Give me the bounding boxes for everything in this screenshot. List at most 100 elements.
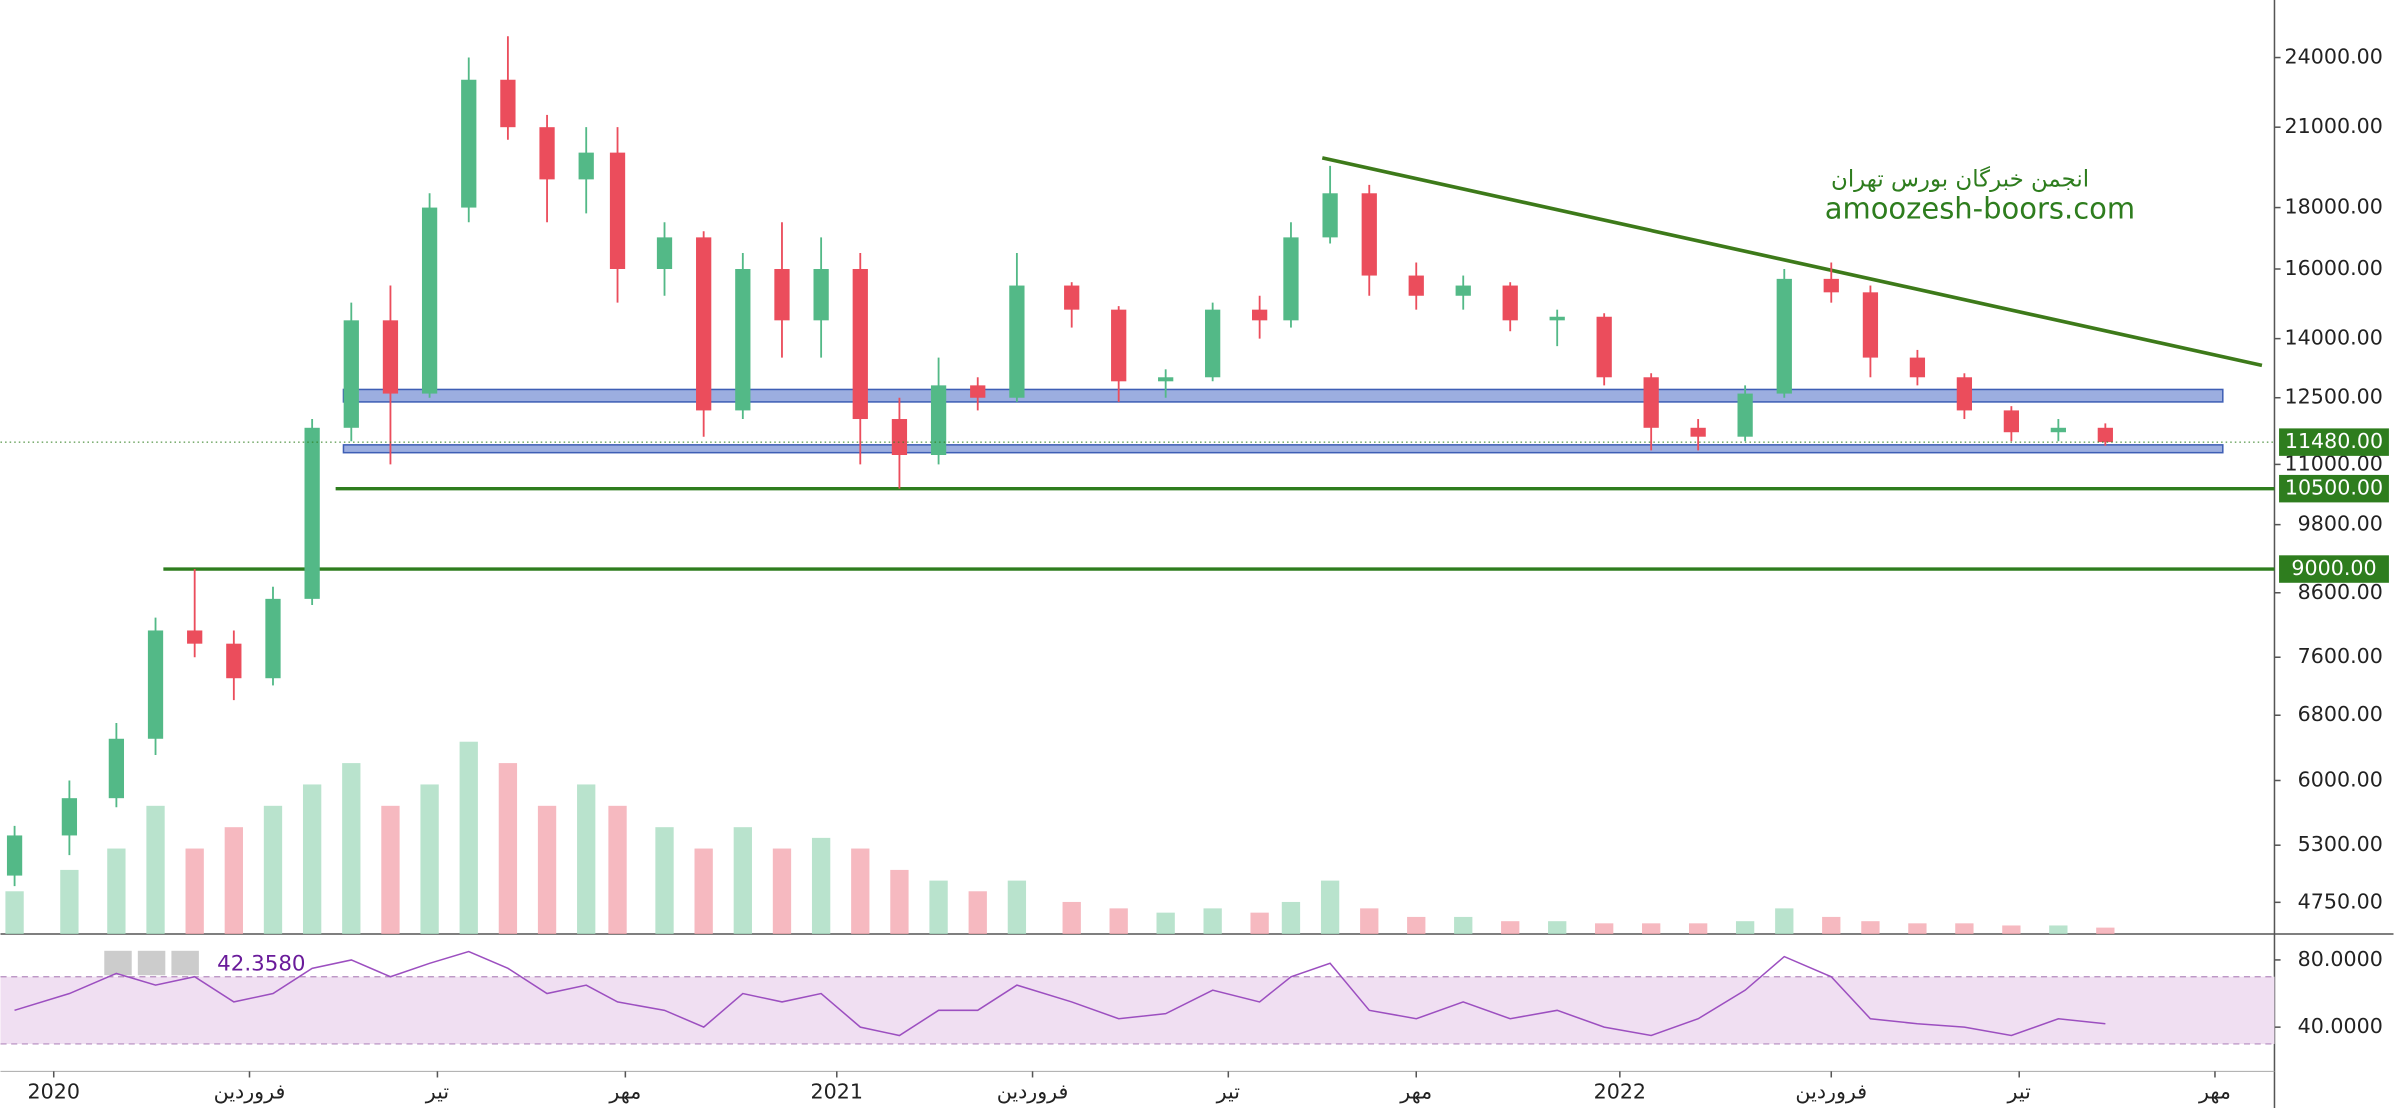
volume-bar	[1454, 916, 1473, 935]
volume-bar	[146, 805, 165, 935]
y-tick-label: 6000.00	[2298, 768, 2383, 792]
candle-body	[1009, 285, 1025, 398]
icon[interactable]	[171, 950, 199, 976]
y-tick-label: 4750.00	[2298, 889, 2383, 913]
x-tick-label: مهر	[2198, 1080, 2231, 1104]
level-label-box	[2279, 555, 2389, 583]
y-tick-label: 6800.00	[2298, 702, 2383, 726]
volume-bar	[851, 848, 870, 935]
volume-bar	[1735, 921, 1755, 935]
y-tick-label: 12500.00	[2285, 385, 2383, 409]
y-tick-label: 21000.00	[2285, 114, 2383, 138]
volume-bar	[2002, 925, 2021, 935]
candle-body	[1361, 193, 1377, 276]
volume-bar	[1007, 880, 1027, 935]
icon[interactable]	[104, 950, 132, 976]
volume-bar	[185, 848, 204, 935]
candle-body	[1690, 427, 1706, 437]
volume-bar	[1062, 901, 1081, 935]
volume-bar	[608, 805, 627, 935]
candle-body	[578, 152, 594, 180]
rsi-band	[0, 976, 2275, 1044]
volume-bar	[224, 827, 243, 935]
candle-body	[1252, 309, 1268, 321]
x-tick-label: تیر	[425, 1080, 450, 1104]
candle-body	[735, 268, 751, 411]
candle-body	[382, 320, 399, 394]
candle-body	[930, 385, 947, 456]
candle-body	[813, 268, 829, 321]
candle-body	[343, 320, 359, 428]
volume-bar	[1908, 923, 1927, 935]
candle-body	[500, 79, 516, 128]
x-tick-label: 2021	[811, 1080, 863, 1104]
current-price-label: 11480.00	[2285, 429, 2383, 453]
volume-bar	[2096, 927, 2115, 935]
volume-bar	[302, 784, 322, 935]
candle-body	[891, 419, 908, 456]
volume-bar	[263, 805, 283, 935]
volume-bar	[772, 848, 792, 935]
candle-body	[226, 643, 242, 679]
candle-body	[1111, 309, 1127, 382]
volume-bar	[381, 805, 400, 935]
volume-bar	[1548, 921, 1567, 935]
support-zone	[342, 388, 2224, 403]
support-zone	[342, 444, 2224, 454]
volume-bar	[498, 763, 518, 935]
candle-body	[1596, 316, 1612, 378]
volume-bar	[890, 869, 909, 935]
current-price-box	[2279, 428, 2389, 456]
volume-bar	[733, 827, 752, 935]
candle-body	[1283, 237, 1299, 321]
candle-body	[147, 630, 164, 739]
level-label-box	[2279, 474, 2389, 503]
y-tick-label: 80.0000	[2298, 947, 2383, 971]
level-label: 9000.00	[2291, 556, 2376, 580]
candle-body	[6, 835, 23, 876]
volume-bar	[811, 837, 831, 935]
candle-body	[108, 738, 125, 799]
volume-bar	[5, 891, 24, 935]
candle-body	[1205, 309, 1221, 378]
volume-bar	[1203, 908, 1222, 935]
candle-body	[461, 79, 477, 208]
y-tick-label: 9800.00	[2298, 512, 2383, 536]
candle-body	[2050, 427, 2066, 433]
candle-body	[696, 237, 712, 411]
volume-bar	[1642, 923, 1661, 935]
x-tick-label: 2022	[1594, 1080, 1646, 1104]
y-tick-label: 7600.00	[2298, 644, 2383, 668]
watermark-url: amoozesh-boors.com	[1825, 192, 2135, 226]
y-tick-label: 14000.00	[2285, 326, 2383, 350]
candle-body	[2097, 427, 2113, 443]
volume-bar	[1281, 901, 1301, 935]
candle-body	[1862, 292, 1879, 358]
candle-body	[1776, 278, 1792, 394]
candle-body	[421, 207, 438, 394]
candle-body	[1823, 278, 1839, 293]
x-tick-label: مهر	[1399, 1080, 1432, 1104]
level-label: 10500.00	[2285, 476, 2383, 500]
volume-bar	[1688, 923, 1708, 935]
volume-bar	[1775, 908, 1794, 935]
volume-bar	[1250, 912, 1269, 935]
volume-bar	[420, 784, 439, 935]
volume-bar	[342, 763, 361, 935]
rsi-line	[14, 950, 2106, 1037]
candle-body	[1956, 377, 1973, 411]
volume-bar	[929, 880, 948, 935]
candle-body	[970, 385, 986, 398]
volume-bar	[1501, 921, 1520, 935]
x-tick-label: تیر	[2007, 1080, 2032, 1104]
watermark-persian: انجمن خبرگان بورس تهران	[1831, 166, 2089, 193]
y-tick-label: 16000.00	[2285, 256, 2383, 280]
x-tick-label: تیر	[1216, 1080, 1241, 1104]
volume-bar	[459, 741, 478, 935]
x-tick-label: فروردین	[214, 1080, 286, 1104]
candle-body	[265, 598, 281, 679]
candle-body	[1064, 285, 1080, 310]
icon[interactable]	[137, 950, 166, 976]
candle-body	[1502, 285, 1518, 321]
